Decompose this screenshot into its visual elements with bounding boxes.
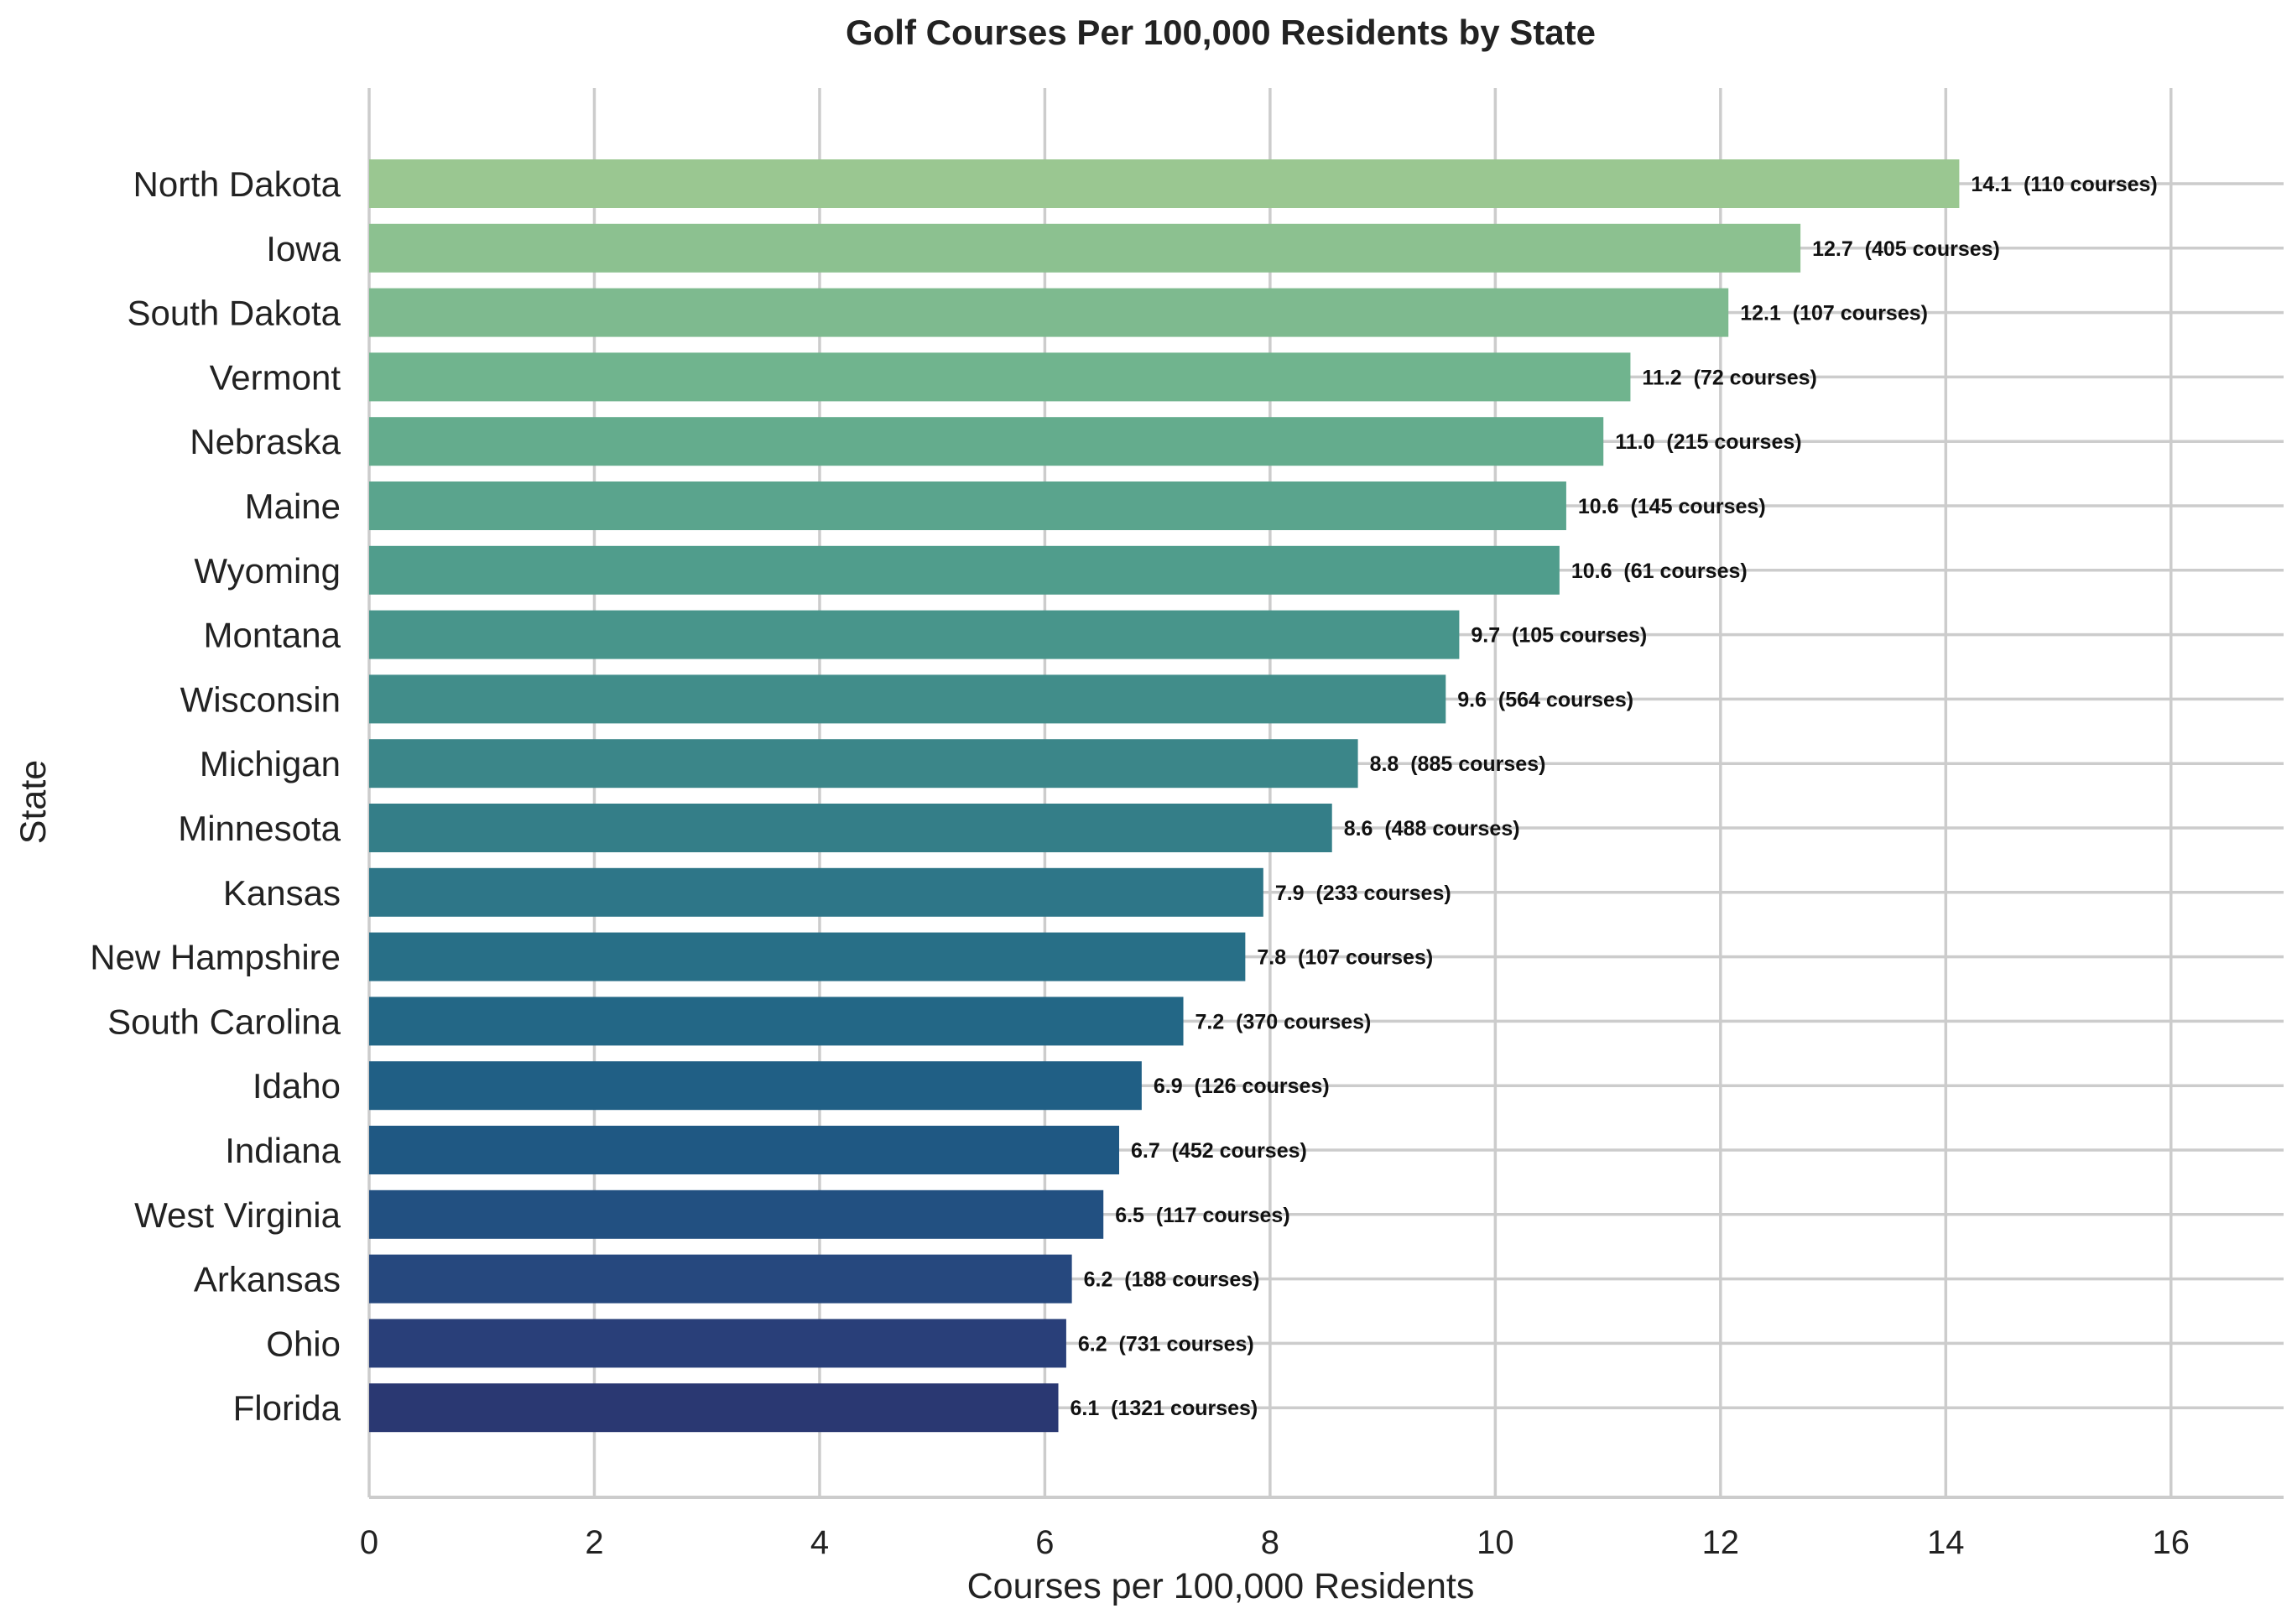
- bar-3: [369, 352, 1631, 402]
- bar-13: [369, 997, 1184, 1046]
- bar-16: [369, 1189, 1104, 1239]
- bars: [369, 159, 1960, 1433]
- data-label-5: 10.6 (145 courses): [1578, 495, 1766, 518]
- x-tick-label-0: 0: [360, 1524, 378, 1561]
- x-tick-label-4: 8: [1261, 1524, 1279, 1561]
- category-label-17: Arkansas: [194, 1260, 341, 1299]
- data-label-18: 6.2 (731 courses): [1078, 1332, 1254, 1356]
- category-label-14: Idaho: [253, 1066, 341, 1106]
- x-tick-label-5: 10: [1477, 1524, 1514, 1561]
- data-label-4: 11.0 (215 courses): [1615, 430, 1801, 454]
- data-label-8: 9.6 (564 courses): [1457, 688, 1633, 711]
- category-label-1: Iowa: [266, 229, 341, 268]
- data-label-7: 9.7 (105 courses): [1471, 624, 1647, 648]
- bar-5: [369, 481, 1566, 530]
- bar-18: [369, 1319, 1066, 1368]
- category-label-6: Wyoming: [194, 551, 341, 591]
- data-label-9: 8.8 (885 courses): [1370, 752, 1546, 776]
- category-label-8: Wisconsin: [180, 679, 341, 719]
- bar-19: [369, 1383, 1059, 1433]
- x-tick-label-8: 16: [2153, 1524, 2190, 1561]
- category-label-11: Kansas: [223, 873, 341, 913]
- data-label-13: 7.2 (370 courses): [1195, 1010, 1372, 1033]
- y-axis-title: State: [13, 760, 54, 844]
- data-labels: 14.1 (110 courses) 12.7 (405 courses) 12.1…: [1070, 173, 2158, 1420]
- bar-4: [369, 417, 1604, 466]
- bar-0: [369, 159, 1960, 208]
- data-label-19: 6.1 (1321 courses): [1070, 1397, 1258, 1420]
- x-tick-labels: 0 2 4 6 8 10 12 14 16: [360, 1524, 2190, 1561]
- x-tick-label-3: 6: [1035, 1524, 1054, 1561]
- bar-11: [369, 867, 1263, 917]
- bar-15: [369, 1126, 1120, 1174]
- data-label-3: 11.2 (72 courses): [1642, 366, 1816, 389]
- bar-12: [369, 932, 1246, 981]
- category-label-19: Florida: [233, 1388, 341, 1428]
- data-label-0: 14.1 (110 courses): [1971, 173, 2157, 196]
- x-axis-title: Courses per 100,000 Residents: [967, 1566, 1475, 1606]
- x-tick-label-1: 2: [585, 1524, 603, 1561]
- bar-6: [369, 545, 1560, 595]
- category-label-18: Ohio: [266, 1324, 341, 1363]
- data-label-12: 7.8 (107 courses): [1257, 946, 1433, 970]
- category-label-13: South Carolina: [107, 1002, 341, 1041]
- category-label-12: New Hampshire: [90, 938, 341, 977]
- bar-14: [369, 1061, 1142, 1111]
- data-label-6: 10.6 (61 courses): [1571, 560, 1748, 583]
- category-label-2: South Dakota: [127, 294, 341, 333]
- category-label-16: West Virginia: [134, 1195, 341, 1235]
- x-tick-label-6: 12: [1702, 1524, 1740, 1561]
- data-label-16: 6.5 (117 courses): [1115, 1204, 1289, 1227]
- category-label-3: Vermont: [210, 357, 341, 397]
- category-labels: North Dakota Iowa South Dakota Vermont Nebra…: [90, 164, 341, 1428]
- bar-9: [369, 739, 1358, 789]
- data-label-1: 12.7 (405 courses): [1812, 237, 2000, 261]
- data-label-17: 6.2 (188 courses): [1084, 1268, 1260, 1292]
- data-label-11: 7.9 (233 courses): [1275, 882, 1451, 905]
- data-label-2: 12.1 (107 courses): [1740, 302, 1928, 325]
- category-label-5: Maine: [245, 487, 341, 526]
- category-label-15: Indiana: [225, 1131, 341, 1170]
- bar-8: [369, 674, 1446, 724]
- bar-2: [369, 288, 1729, 337]
- category-label-7: Montana: [204, 616, 341, 655]
- category-label-10: Minnesota: [178, 809, 341, 848]
- x-tick-label-7: 14: [1927, 1524, 1965, 1561]
- bar-10: [369, 804, 1332, 852]
- data-label-15: 6.7 (452 courses): [1131, 1139, 1307, 1163]
- bar-1: [369, 223, 1801, 273]
- bar-17: [369, 1254, 1072, 1304]
- data-label-10: 8.6 (488 courses): [1344, 817, 1520, 841]
- data-label-14: 6.9 (126 courses): [1154, 1075, 1330, 1098]
- bar-7: [369, 610, 1460, 659]
- x-tick-label-2: 4: [810, 1524, 829, 1561]
- category-label-9: Michigan: [200, 744, 341, 783]
- chart-title: Golf Courses Per 100,000 Residents by St…: [846, 13, 1596, 52]
- category-label-4: Nebraska: [190, 422, 341, 461]
- category-label-0: North Dakota: [133, 164, 341, 204]
